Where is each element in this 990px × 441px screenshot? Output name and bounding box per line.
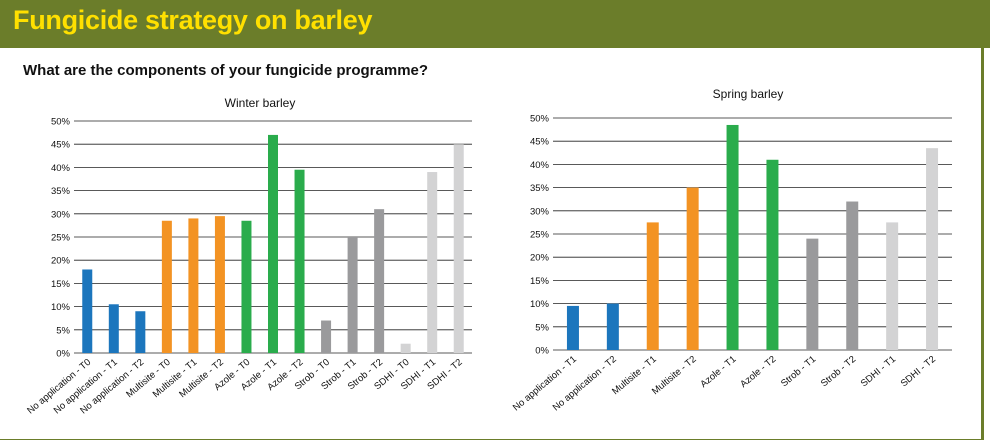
- x-category-label: SDHI - T2: [899, 354, 938, 389]
- y-tick-label: 45%: [530, 137, 550, 148]
- bar: [766, 159, 779, 350]
- bar: [646, 222, 659, 350]
- x-category-label: Multisite - T2: [650, 354, 699, 397]
- question-heading: What are the components of your fungicid…: [23, 62, 429, 79]
- bar: [400, 343, 411, 353]
- y-tick-label: 10%: [51, 302, 71, 313]
- y-tick-label: 20%: [530, 253, 550, 264]
- bar: [321, 320, 332, 353]
- x-category-label: Strob - T1: [779, 354, 818, 389]
- bar: [374, 209, 385, 353]
- bar: [214, 216, 225, 353]
- y-tick-label: 45%: [51, 140, 71, 151]
- bar: [161, 220, 172, 353]
- y-tick-label: 15%: [51, 279, 71, 290]
- bar: [726, 124, 739, 351]
- x-category-label: Azole - T1: [698, 354, 738, 390]
- x-category-label: No application - T1: [511, 354, 579, 414]
- bar: [926, 148, 939, 350]
- bar: [82, 269, 93, 353]
- bar: [686, 187, 699, 350]
- bar: [453, 144, 464, 353]
- bar: [566, 305, 579, 350]
- bar: [108, 304, 119, 353]
- bar: [268, 134, 278, 353]
- y-tick-label: 25%: [51, 233, 71, 244]
- y-tick-label: 0%: [535, 346, 549, 357]
- y-tick-label: 20%: [51, 256, 71, 267]
- chart-title-spring: Spring barley: [713, 87, 784, 101]
- bar: [846, 201, 859, 350]
- bar: [135, 311, 146, 353]
- y-tick-label: 50%: [530, 114, 550, 125]
- bar: [294, 169, 305, 353]
- y-tick-label: 40%: [530, 160, 550, 171]
- header-bar: Fungicide strategy on barley: [0, 0, 990, 48]
- bar: [188, 218, 199, 353]
- y-tick-label: 5%: [56, 325, 70, 336]
- y-tick-label: 5%: [535, 322, 549, 333]
- x-category-label: SDHI - T1: [859, 354, 898, 389]
- bar: [241, 220, 252, 353]
- y-tick-label: 10%: [530, 299, 550, 310]
- x-category-label: Strob - T2: [819, 354, 858, 389]
- x-category-label: Azole - T2: [738, 354, 778, 390]
- bar: [806, 238, 819, 350]
- bar: [606, 303, 619, 350]
- bar: [427, 172, 438, 353]
- bar: [886, 222, 899, 350]
- y-tick-label: 50%: [51, 117, 71, 128]
- page-title: Fungicide strategy on barley: [13, 5, 373, 35]
- y-tick-label: 0%: [56, 349, 70, 360]
- y-tick-label: 30%: [530, 206, 550, 217]
- y-tick-label: 40%: [51, 163, 71, 174]
- y-tick-label: 25%: [530, 230, 550, 241]
- y-tick-label: 30%: [51, 209, 71, 220]
- chart-title-winter: Winter barley: [225, 96, 296, 110]
- y-tick-label: 35%: [51, 186, 71, 197]
- bar: [347, 237, 358, 353]
- y-tick-label: 15%: [530, 276, 550, 287]
- y-tick-label: 35%: [530, 183, 550, 194]
- chart-spring: Spring barley 0% 5% 10% 15% 20% 25% 30% 35% 40% 45…: [511, 87, 952, 413]
- chart-winter: Winter barley 0% 5% 10% 15% 20% 25% 30% 35% 40% 45…: [25, 96, 472, 416]
